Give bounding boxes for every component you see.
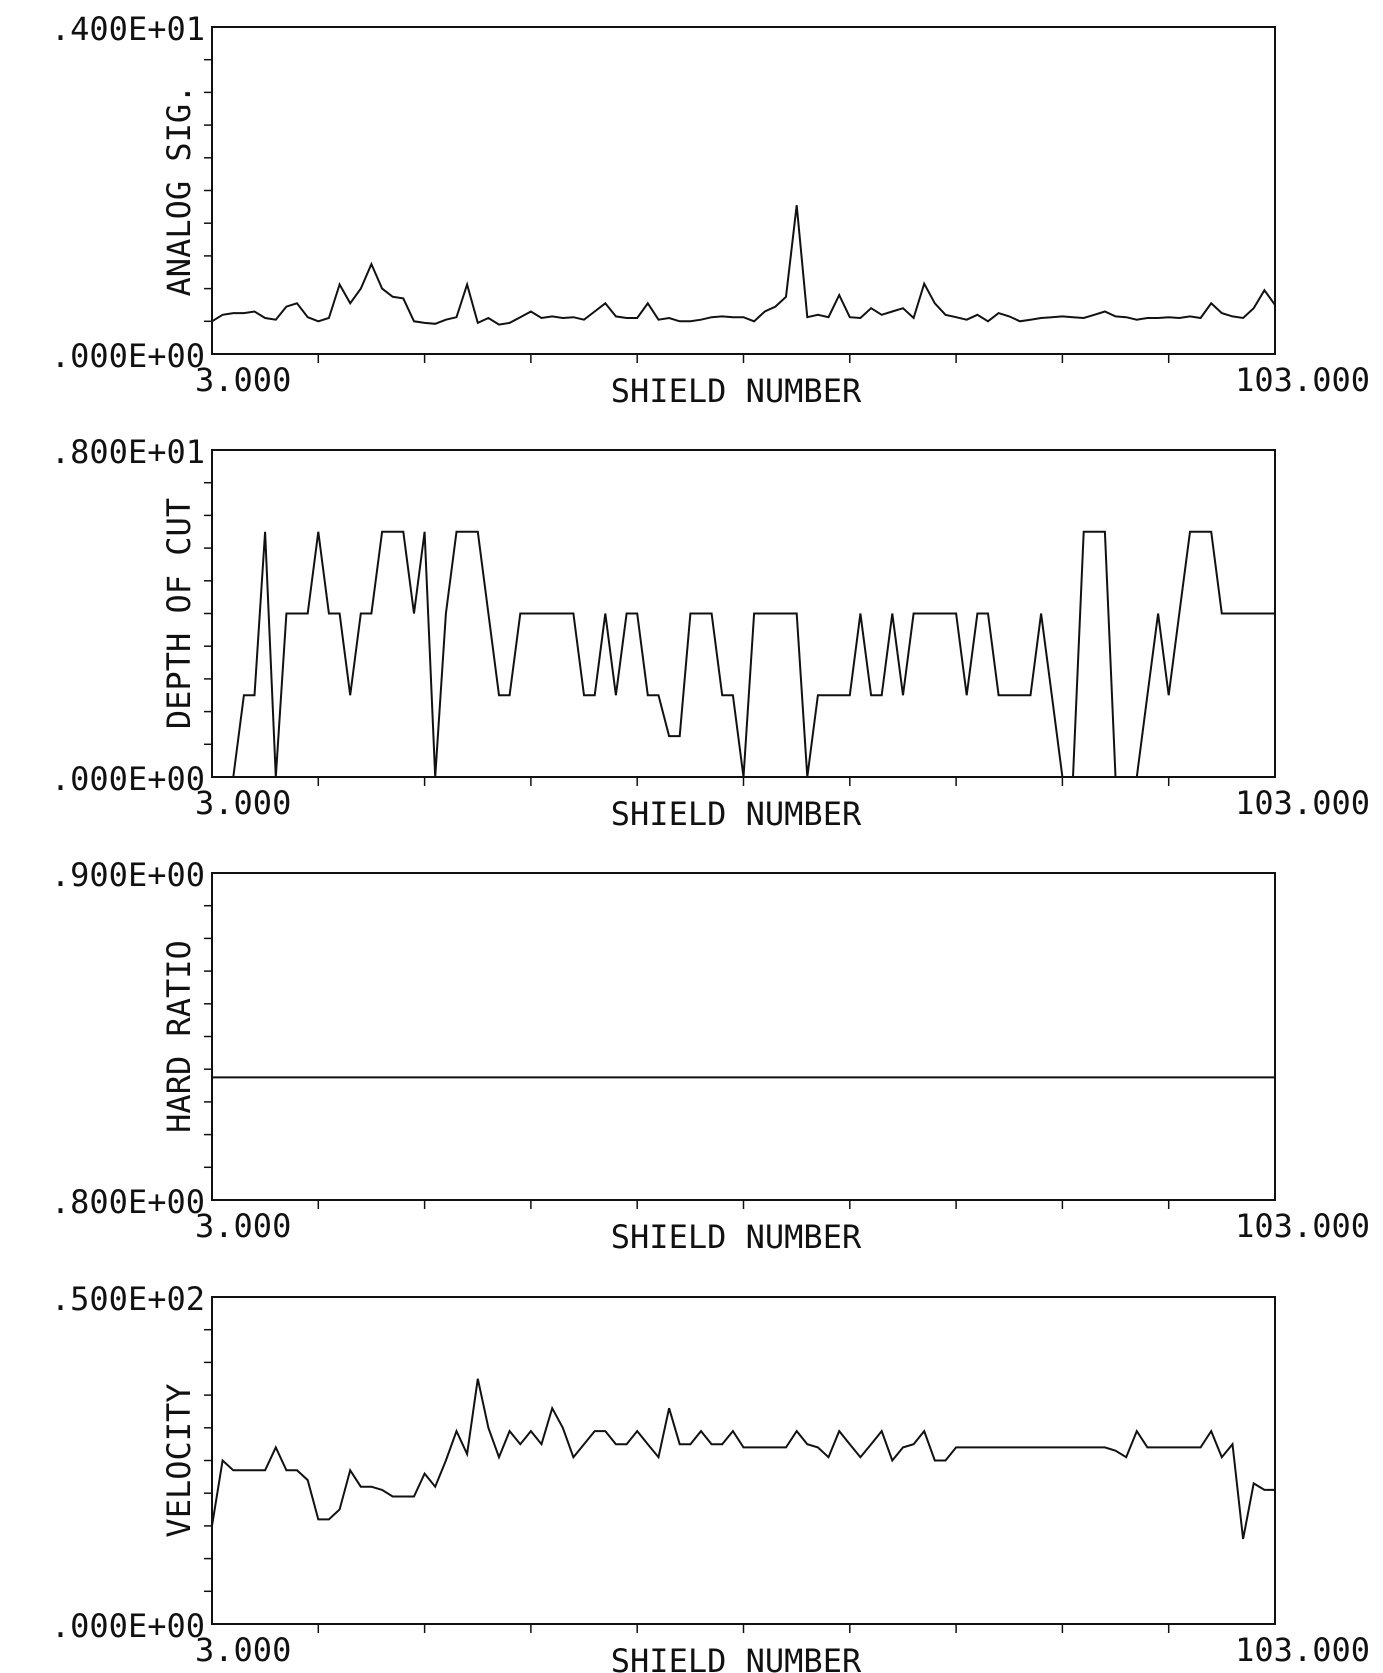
x-max-label: 103.000 [1235,784,1370,822]
y-min-label: .000E+00 [51,337,205,375]
chart-panel-2: .800E+01 .000E+003.000 103.000 SHIELD NUMBE… [51,433,1370,833]
y-min-label: .000E+00 [51,760,205,798]
x-axis-title: SHIELD NUMBER [611,1218,862,1256]
y-axis-title: VELOCITY [160,1383,198,1537]
plot-frame [211,26,1276,355]
chart-panel-1: .400E+01 .000E+003.000 103.000 SHIELD NUMBE… [51,10,1370,410]
chart-panel-4: .500E+02 .000E+003.000 103.000 SHIELD NUMBE… [51,1280,1370,1673]
x-max-label: 103.000 [1235,361,1370,399]
y-max-label: .400E+01 [51,10,205,48]
x-min-label: 3.000 [195,784,291,822]
plot-frame [211,872,1276,1201]
plot-frame [211,1296,1276,1625]
x-axis-title: SHIELD NUMBER [611,795,862,833]
y-min-label: .800E+00 [51,1183,205,1221]
y-axis-title: ANALOG SIG. [160,85,198,297]
y-max-label: .900E+00 [51,856,205,894]
x-max-label: 103.000 [1235,1207,1370,1245]
series-line [212,530,1275,778]
series-line [211,1378,1275,1540]
x-max-label: 103.000 [1235,1631,1370,1669]
y-axis-title: DEPTH OF CUT [160,498,198,729]
x-min-label: 3.000 [195,361,291,399]
chart-panel-3: .900E+00 .800E+003.000 103.000 SHIELD NUMBE… [51,856,1370,1256]
x-min-label: 3.000 [195,1207,291,1245]
y-min-label: .000E+00 [51,1607,205,1645]
x-min-label: 3.000 [195,1631,291,1669]
x-axis-title: SHIELD NUMBER [611,1642,862,1673]
x-axis-title: SHIELD NUMBER [611,372,862,410]
series-line [211,205,1276,326]
y-axis-title: HARD RATIO [160,940,198,1133]
y-max-label: .800E+01 [51,433,205,471]
y-max-label: .500E+02 [51,1280,205,1318]
